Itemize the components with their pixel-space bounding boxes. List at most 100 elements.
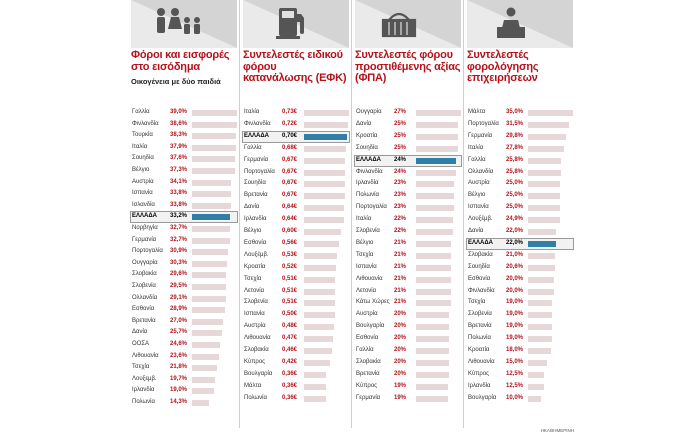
value-label: 25% [394, 120, 407, 127]
category-label: Φινλανδία [356, 168, 383, 175]
value-label: 19,0% [506, 311, 524, 318]
category-label: Αυστρία [132, 178, 154, 185]
bar [528, 336, 553, 343]
bar [192, 388, 214, 395]
bar-row: Σλοβακία 29,6% [131, 270, 237, 280]
bar [192, 400, 209, 406]
bar [528, 205, 561, 212]
bar [416, 395, 448, 402]
bar [416, 121, 458, 128]
bar [304, 359, 330, 366]
bar-row: Γαλλία 0,68€ [243, 144, 349, 154]
category-label: Ιταλία [244, 109, 260, 115]
value-label: 29,5% [170, 283, 188, 289]
bar [528, 371, 545, 378]
bar [192, 284, 226, 290]
value-label: 31,5% [506, 120, 524, 127]
category-label: Γαλλία [468, 156, 486, 163]
value-label: 33,2% [170, 213, 188, 220]
category-label: Ιταλία [468, 144, 484, 151]
bar [528, 359, 548, 366]
value-label: 38,6% [170, 120, 188, 127]
bar-row: Πολωνία 19,0% [467, 334, 573, 344]
category-label: Εσθονία [244, 239, 267, 246]
value-label: 0,51€ [282, 275, 298, 282]
bar-row: Βρετανία 0,67€ [243, 191, 349, 201]
value-label: 19,0% [170, 387, 188, 394]
bar-row: Τουρκία 38,3% [131, 131, 237, 141]
bar [192, 307, 226, 314]
bar-row: Βουλγαρία 20% [355, 322, 461, 332]
category-label: Σουηδία [468, 263, 490, 270]
bar-row: Γερμανία 19% [355, 394, 461, 404]
value-label: 19,0% [506, 299, 524, 306]
bar-row: Ισπανία 0,50€ [243, 310, 349, 320]
bar [304, 383, 327, 390]
value-label: 15,0% [506, 358, 524, 365]
category-label: Γαλλία [132, 109, 150, 115]
bar [192, 168, 235, 174]
category-label: Λιθουανία [468, 358, 495, 365]
category-label: Ιρλανδία [356, 180, 379, 187]
bar [304, 240, 339, 247]
source-credit: ΗΚΑΘΗΜΕΡΙΝΗ [540, 428, 574, 433]
value-label: 25% [394, 132, 407, 139]
bar [304, 336, 333, 343]
bar [304, 324, 334, 331]
category-label: Σλοβακία [244, 347, 269, 353]
bar [528, 145, 564, 152]
bar-row: Γερμανία 0,67€ [243, 156, 349, 166]
value-label: 0,48€ [282, 323, 298, 330]
value-label: 0,36€ [282, 370, 298, 377]
bar-row: ΟΟΣΑ 24,6% [131, 340, 237, 350]
bar [416, 169, 456, 176]
category-label: Μάλτα [244, 382, 262, 389]
bar [304, 264, 337, 271]
category-label: Βέλγιο [468, 192, 486, 199]
value-label: 30,9% [170, 248, 188, 255]
bar-row: Λετονία 21% [355, 287, 461, 297]
value-label: 37,6% [170, 155, 188, 162]
bar [528, 252, 555, 259]
bar-row: Μάλτα 0,36€ [243, 382, 349, 392]
bar [304, 276, 336, 283]
bar-row: Κάτω Χώρες 21% [355, 298, 461, 308]
value-label: 0,52€ [282, 263, 298, 270]
category-label: Νορβηγία [132, 225, 158, 231]
bar-row: Σουηδία 25% [355, 144, 461, 154]
bar [192, 260, 227, 267]
bar [192, 156, 236, 163]
bar-row: Εσθονία 20,0% [467, 275, 573, 285]
category-label: Ιταλία [132, 143, 148, 150]
bar [528, 383, 545, 390]
category-label: ΕΛΛΑΔΑ [356, 156, 381, 163]
category-label: Σλοβακία [132, 271, 157, 278]
bar-row: Σουηδία 20,6% [467, 263, 573, 273]
category-label: Βέλγιο [356, 239, 374, 246]
bar-row: Ιρλανδία 19,0% [131, 386, 237, 396]
category-label: Βέλγιο [244, 228, 262, 234]
bar [416, 157, 456, 164]
bar-row: Πολωνία 14,3% [131, 398, 237, 408]
bar-row: Δανία 25% [355, 120, 461, 130]
value-label: 35,0% [506, 109, 524, 115]
value-label: 29,6% [170, 271, 188, 278]
bar [304, 217, 344, 224]
value-label: 27% [394, 109, 407, 115]
value-label: 30,3% [170, 259, 188, 266]
category-label: Δανία [244, 204, 260, 211]
category-label: Δανία [356, 120, 372, 127]
category-label: Τσεχία [244, 275, 262, 282]
value-label: 0,50€ [282, 311, 298, 318]
bar [416, 145, 458, 152]
value-label: 14,3% [170, 399, 188, 405]
chart-title: Συντελεστές φορολόγησης επιχειρήσεων [467, 49, 539, 84]
bar-row: Ολλανδία 25,8% [467, 168, 573, 178]
category-label: Φινλανδία [468, 287, 495, 294]
category-label: Λουξέμβ. [244, 251, 269, 258]
bar-row: Αυστρία 34,1% [131, 178, 237, 188]
value-label: 28,9% [170, 306, 188, 313]
value-label: 20% [394, 335, 407, 342]
category-label: Αυστρία [244, 323, 266, 330]
value-label: 19,0% [506, 335, 524, 342]
